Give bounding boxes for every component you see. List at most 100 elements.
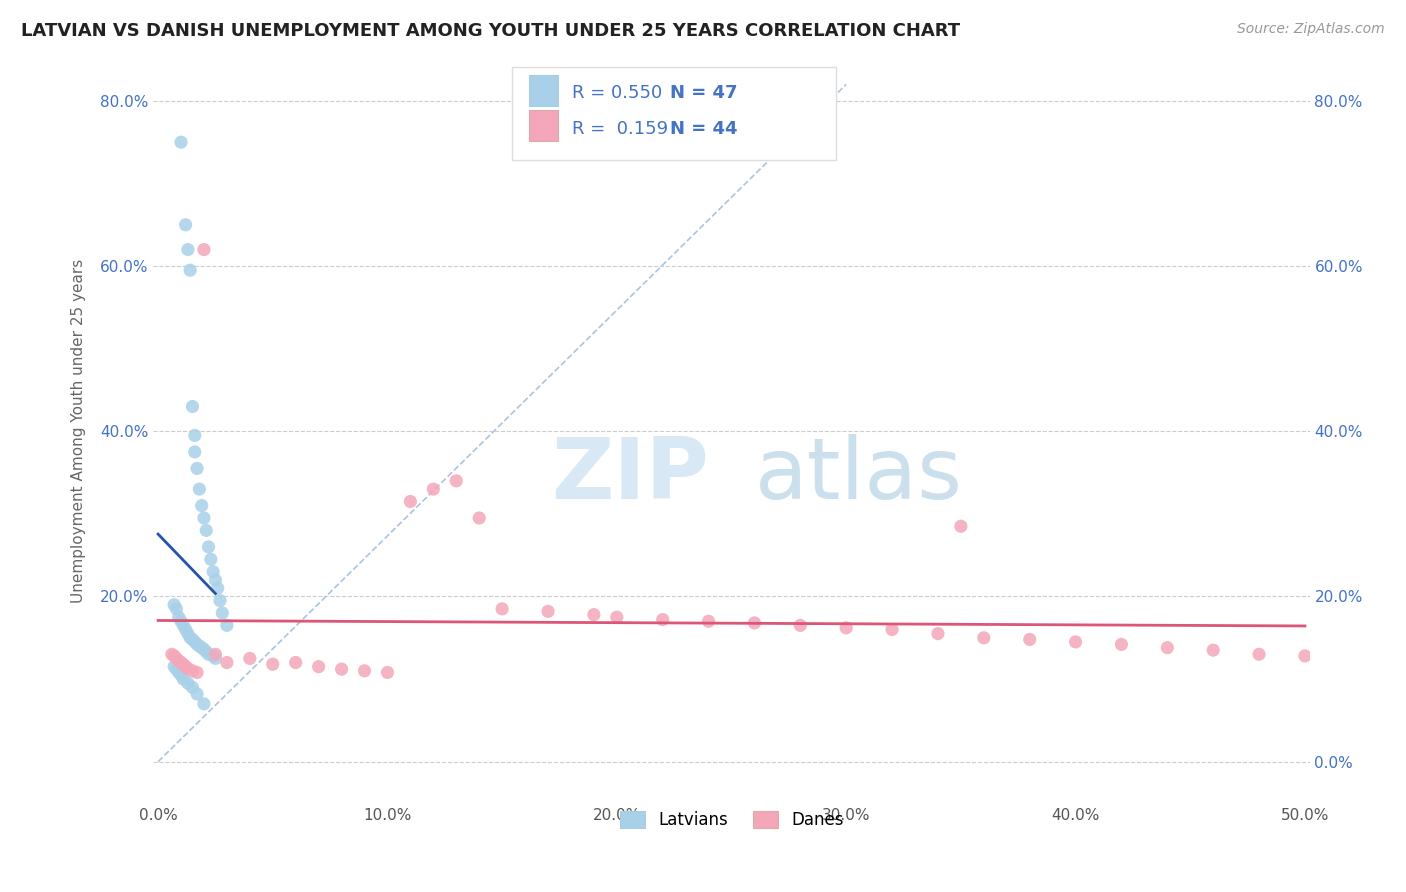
Point	[215, 656, 238, 670]
Point	[789, 618, 811, 632]
Point	[606, 610, 628, 624]
Point	[1156, 640, 1178, 655]
Point	[193, 243, 215, 257]
Point	[172, 657, 194, 672]
Point	[190, 640, 212, 655]
Point	[197, 648, 219, 662]
Point	[537, 604, 560, 618]
Point	[973, 631, 995, 645]
Y-axis label: Unemployment Among Youth under 25 years: Unemployment Among Youth under 25 years	[72, 260, 86, 603]
Point	[186, 665, 208, 680]
Point	[308, 659, 330, 673]
Point	[446, 474, 468, 488]
Point	[174, 218, 197, 232]
Point	[174, 659, 197, 673]
Point	[215, 618, 238, 632]
Point	[165, 602, 187, 616]
Point	[170, 656, 193, 670]
Legend: Latvians, Danes: Latvians, Danes	[613, 804, 851, 836]
Point	[697, 614, 720, 628]
Point	[1247, 648, 1270, 662]
Point	[167, 610, 190, 624]
Point	[744, 615, 766, 630]
Point	[651, 613, 673, 627]
Point	[193, 642, 215, 657]
Text: N = 44: N = 44	[671, 120, 738, 137]
Point	[835, 621, 858, 635]
Text: atlas: atlas	[755, 434, 963, 517]
Point	[174, 623, 197, 637]
Point	[172, 672, 194, 686]
Point	[188, 639, 211, 653]
FancyBboxPatch shape	[512, 67, 835, 160]
Point	[211, 606, 233, 620]
Point	[582, 607, 605, 622]
Point	[181, 664, 204, 678]
Point	[172, 618, 194, 632]
Point	[399, 494, 422, 508]
Point	[204, 648, 226, 662]
Point	[197, 540, 219, 554]
Point	[177, 626, 200, 640]
Point	[163, 659, 186, 673]
Point	[200, 552, 222, 566]
Point	[186, 687, 208, 701]
Point	[195, 524, 218, 538]
Text: ZIP: ZIP	[551, 434, 709, 517]
Point	[190, 499, 212, 513]
Point	[377, 665, 399, 680]
Point	[880, 623, 903, 637]
Point	[170, 135, 193, 149]
Point	[1111, 637, 1133, 651]
Point	[181, 400, 204, 414]
Point	[167, 654, 190, 668]
Text: R =  0.159: R = 0.159	[572, 120, 668, 137]
Point	[193, 697, 215, 711]
Point	[184, 445, 207, 459]
Point	[1018, 632, 1040, 647]
Point	[186, 461, 208, 475]
Point	[167, 665, 190, 680]
Point	[184, 428, 207, 442]
FancyBboxPatch shape	[529, 110, 558, 141]
Point	[1294, 648, 1316, 663]
Text: LATVIAN VS DANISH UNEMPLOYMENT AMONG YOUTH UNDER 25 YEARS CORRELATION CHART: LATVIAN VS DANISH UNEMPLOYMENT AMONG YOU…	[21, 22, 960, 40]
Point	[204, 651, 226, 665]
Point	[170, 614, 193, 628]
Text: R = 0.550: R = 0.550	[572, 84, 662, 102]
Point	[181, 632, 204, 647]
FancyBboxPatch shape	[529, 75, 558, 106]
Point	[949, 519, 972, 533]
Point	[422, 482, 444, 496]
Point	[163, 648, 186, 663]
Point	[330, 662, 353, 676]
Point	[186, 637, 208, 651]
Text: N = 47: N = 47	[671, 84, 738, 102]
Point	[184, 635, 207, 649]
Point	[262, 657, 284, 672]
Point	[202, 565, 225, 579]
Point	[177, 661, 200, 675]
Point	[163, 598, 186, 612]
Point	[177, 676, 200, 690]
Point	[181, 681, 204, 695]
Point	[207, 581, 229, 595]
Point	[188, 482, 211, 496]
Point	[208, 593, 231, 607]
Point	[239, 651, 262, 665]
Point	[204, 573, 226, 587]
Point	[179, 263, 201, 277]
Point	[165, 651, 187, 665]
Point	[195, 645, 218, 659]
Point	[160, 648, 183, 662]
Point	[193, 511, 215, 525]
Text: Source: ZipAtlas.com: Source: ZipAtlas.com	[1237, 22, 1385, 37]
Point	[177, 243, 200, 257]
Point	[179, 631, 201, 645]
Point	[353, 664, 375, 678]
Point	[170, 668, 193, 682]
Point	[1202, 643, 1225, 657]
Point	[927, 626, 949, 640]
Point	[165, 662, 187, 676]
Point	[1064, 635, 1087, 649]
